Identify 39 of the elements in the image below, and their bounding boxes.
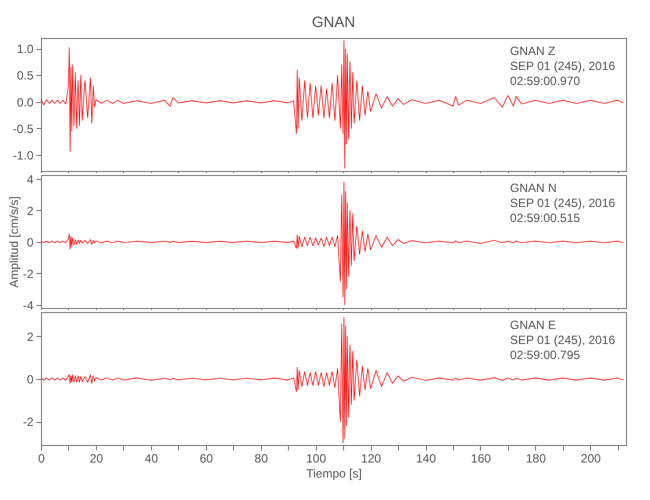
y-tick-label: -2 <box>22 415 34 430</box>
annotation: SEP 01 (245), 2016 <box>510 196 616 210</box>
line-series <box>41 40 624 169</box>
y-tick-label: -0.5 <box>12 122 34 136</box>
annotation: 02:59:00.970 <box>510 74 580 88</box>
x-tick-label: 140 <box>416 452 436 466</box>
x-axis-title: Tiempo [s] <box>306 466 362 480</box>
annotation: SEP 01 (245), 2016 <box>510 333 616 347</box>
annotation: 02:59:00.795 <box>510 348 580 362</box>
x-tick-label: 20 <box>90 452 104 466</box>
y-tick-label: 0.5 <box>16 68 34 83</box>
y-tick-label: 1.0 <box>16 42 34 56</box>
line-series <box>41 316 624 444</box>
x-tick-label: 160 <box>470 452 492 466</box>
y-tick-label: 2 <box>26 330 34 344</box>
y-tick-label: 0 <box>26 372 34 387</box>
x-tick-label: 100 <box>306 452 326 466</box>
x-tick-label: 200 <box>580 452 602 466</box>
line-series <box>41 182 624 306</box>
y-tick-label: 0.0 <box>16 95 34 110</box>
x-tick-label: 40 <box>144 452 158 466</box>
annotation: GNAN Z <box>510 44 556 58</box>
y-tick-label: -2 <box>22 266 34 281</box>
x-tick-label: 60 <box>200 452 214 466</box>
y-tick-label: 0 <box>26 235 34 250</box>
annotation: 02:59:00.515 <box>510 211 580 225</box>
x-tick-label: 80 <box>254 452 268 466</box>
x-tick-label: 0 <box>38 452 46 466</box>
y-tick-label: 2 <box>26 204 34 218</box>
y-tick-label: -4 <box>22 298 34 312</box>
y-tick-label: 4 <box>26 172 34 186</box>
y-axis-title: Amplitud [cm/s/s] <box>6 196 21 288</box>
x-tick-label: 120 <box>361 452 382 466</box>
x-tick-label: 180 <box>526 452 546 466</box>
annotation: SEP 01 (245), 2016 <box>510 59 616 73</box>
annotation: GNAN N <box>510 181 557 195</box>
annotation: GNAN E <box>510 318 556 332</box>
chart-title: GNAN <box>312 14 356 31</box>
y-tick-label: -1.0 <box>12 148 34 163</box>
